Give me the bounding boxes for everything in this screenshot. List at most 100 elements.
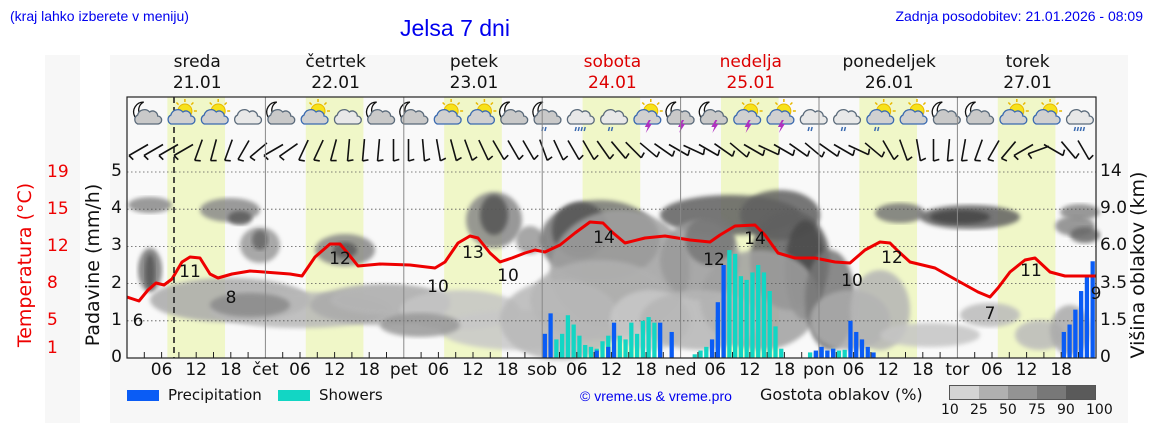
- wind-barb-icon: [263, 143, 284, 161]
- day-label-7: torek 27.01: [958, 52, 1098, 94]
- wind-barb-icon: [421, 138, 431, 162]
- showers-bar: [634, 333, 640, 358]
- temperature-tick: 12: [47, 236, 69, 256]
- x-tick-label: 18: [496, 360, 519, 380]
- day-label-3: petek 23.01: [404, 52, 544, 94]
- wind-barb-icon: [1027, 145, 1050, 160]
- temperature-value-label: 10: [497, 266, 519, 286]
- precipitation-tick: 4: [111, 198, 122, 219]
- cloud-density-label: Gostota oblakov (%): [760, 385, 923, 404]
- wind-barb-icon: [773, 143, 796, 157]
- cloud-blob: [875, 203, 925, 223]
- night-cloudy-icon: [365, 101, 396, 125]
- showers-bar: [600, 341, 605, 358]
- x-tick-label: 12: [738, 360, 761, 380]
- cloud-height-tick: 14: [1100, 161, 1122, 181]
- wind-barb-icon: [625, 141, 645, 159]
- x-tick-label: 06: [704, 360, 727, 380]
- temperature-value-label: 10: [427, 277, 449, 297]
- legend-precipitation: Precipitation: [127, 386, 262, 404]
- wind-barb-icon: [758, 144, 781, 156]
- precipitation-bar: [825, 350, 830, 358]
- location-hint-link[interactable]: (kraj lahko izberete v meniju): [10, 8, 189, 24]
- showers-bar: [836, 350, 842, 358]
- precipitation-bar: [848, 320, 853, 358]
- showers-bar: [727, 250, 732, 358]
- precipitation-tick: 1: [111, 309, 122, 330]
- wind-barb-icon: [915, 139, 927, 162]
- wind-barb-icon: [683, 144, 706, 156]
- showers-bar: [738, 276, 744, 358]
- x-tick-label: tor: [945, 360, 970, 380]
- density-swatch: [950, 386, 979, 399]
- wind-barb-icon: [278, 143, 298, 161]
- x-tick-label: 06: [842, 360, 865, 380]
- partly-sunny-icon: [899, 99, 929, 125]
- wind-barb-icon: [173, 143, 194, 161]
- showers-bar: [779, 348, 784, 358]
- cloudy-rain-icon: [600, 109, 629, 132]
- cloud-blob: [516, 226, 544, 254]
- temperature-value-label: 10: [841, 271, 863, 291]
- wind-barb-icon: [946, 138, 954, 162]
- x-tick-label: 12: [185, 360, 208, 380]
- density-tick: 25: [970, 402, 988, 418]
- precipitation-bar: [865, 346, 870, 358]
- wind-barb-icon: [522, 140, 539, 161]
- cloudy-heavy-rain-icon: [1065, 109, 1094, 132]
- showers-bar: [646, 317, 651, 358]
- temperature-value-label: 11: [179, 262, 201, 282]
- showers-bar: [617, 335, 622, 358]
- cloud-blob: [685, 215, 735, 265]
- precipitation-bar: [1079, 291, 1084, 358]
- density-swatch: [979, 386, 1008, 399]
- day-name: četrtek: [305, 52, 366, 72]
- cloudy-rain-icon: [833, 109, 862, 132]
- night-thunder-icon: [698, 101, 728, 133]
- wind-barb-icon: [237, 140, 250, 162]
- wind-barb-icon: [882, 140, 899, 161]
- showers-bar: [744, 279, 749, 358]
- temperature-value-label: 12: [881, 248, 903, 268]
- cloud-blob: [930, 210, 990, 224]
- wind-barb-icon: [582, 140, 599, 161]
- x-tick-label: 06: [427, 360, 450, 380]
- precipitation-bars: [542, 250, 1095, 358]
- temperature-value-label: 11: [1020, 261, 1042, 281]
- density-tick: 100: [1086, 402, 1113, 418]
- partly-sunny-icon: [300, 99, 331, 125]
- sunny-thunder-icon: [766, 99, 796, 133]
- temperature-axis-panel: [45, 55, 80, 423]
- day-date: 25.01: [726, 73, 776, 93]
- wind-barb-icon: [449, 139, 462, 162]
- precipitation-bar: [819, 346, 824, 358]
- x-tick-label: 12: [1015, 360, 1038, 380]
- wind-barb-icon: [1000, 141, 1017, 162]
- x-tick-label: čet: [252, 360, 279, 380]
- showers-bar: [588, 346, 594, 358]
- precipitation-bar: [831, 348, 836, 358]
- showers-legend-label: Showers: [319, 386, 383, 404]
- cloud-height-tick: 3.5: [1100, 272, 1128, 293]
- wind-barb-icon: [392, 139, 400, 162]
- day-label-1: sreda 21.01: [127, 52, 267, 94]
- precipitation-bar: [658, 322, 663, 358]
- day-name: torek: [1005, 52, 1050, 72]
- x-tick-label: sob: [527, 360, 558, 380]
- wind-barb-icon: [158, 143, 179, 161]
- wind-barb-icon: [478, 139, 494, 161]
- x-tick-label: 18: [219, 360, 242, 380]
- temperature-value-label: 14: [744, 229, 766, 249]
- x-tick-marks: [143, 352, 1079, 358]
- cloud-height-tick: 0: [1100, 347, 1111, 367]
- copyright-link[interactable]: © vreme.us & vreme.pro: [580, 388, 732, 404]
- cloud-blob: [1070, 227, 1100, 243]
- showers-bar: [560, 333, 565, 358]
- temperature-value-label: 7: [985, 304, 996, 324]
- wind-barb-icon: [407, 139, 415, 162]
- night-cloudy-icon: [964, 101, 995, 125]
- showers-bar: [767, 291, 772, 358]
- day-date: 23.01: [449, 73, 499, 93]
- sunny-thunder-icon: [633, 99, 663, 133]
